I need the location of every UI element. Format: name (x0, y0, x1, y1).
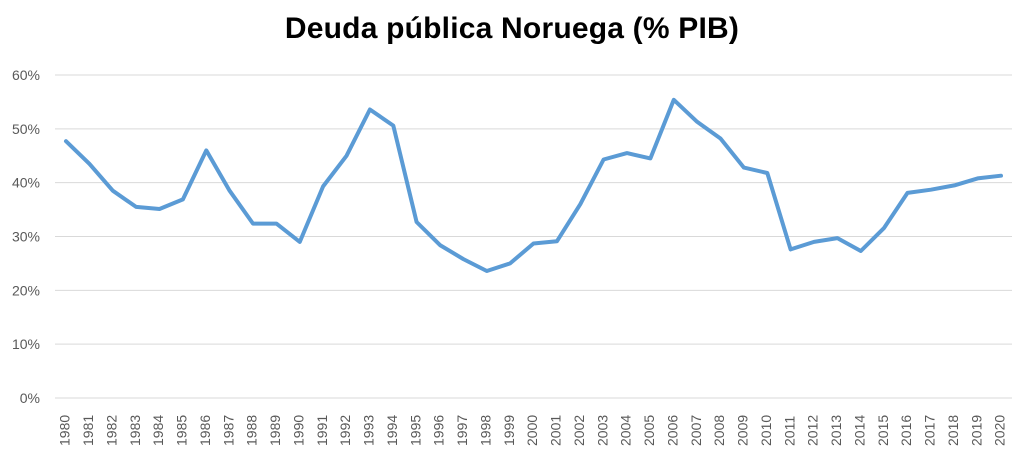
data-point (134, 205, 138, 209)
x-tick-label: 2001 (548, 415, 564, 446)
data-point (789, 247, 793, 251)
x-tick-label: 2008 (711, 415, 727, 446)
data-point (625, 151, 629, 155)
x-tick-label: 2004 (618, 415, 634, 446)
x-tick-label: 1991 (314, 415, 330, 446)
data-point (859, 249, 863, 253)
x-tick-label: 2011 (781, 416, 797, 446)
x-tick-label: 1987 (220, 415, 236, 446)
data-point (64, 139, 68, 143)
y-axis-tick-labels: 0% 10% 20% 30% 40% 50% 60% (12, 67, 40, 406)
x-tick-label: 2020 (992, 415, 1008, 446)
data-point (835, 236, 839, 240)
data-point (345, 154, 349, 158)
x-tick-label: 1992 (337, 415, 353, 446)
x-axis-tick-labels: 1980 1981 1982 1983 1984 1985 1986 1987 1988 1989… (57, 415, 1008, 446)
y-tick-label: 10% (12, 336, 40, 352)
data-point (251, 222, 255, 226)
x-tick-label: 2010 (758, 415, 774, 446)
x-tick-label: 1994 (384, 415, 400, 446)
data-point (602, 158, 606, 162)
x-tick-label: 2015 (875, 415, 891, 446)
x-tick-label: 2006 (664, 415, 680, 446)
data-point (532, 241, 536, 245)
data-point (952, 183, 956, 187)
data-point (695, 120, 699, 124)
data-point (485, 269, 489, 273)
data-point (228, 189, 232, 193)
x-tick-label: 2009 (735, 415, 751, 446)
x-tick-label: 1996 (431, 415, 447, 446)
x-tick-label: 2003 (594, 415, 610, 446)
y-tick-label: 40% (12, 175, 40, 191)
x-tick-label: 2002 (571, 415, 587, 446)
data-point (181, 197, 185, 201)
data-point (999, 174, 1003, 178)
data-point (578, 202, 582, 206)
data-point (158, 207, 162, 211)
x-tick-label: 2016 (898, 415, 914, 446)
data-point (812, 240, 816, 244)
data-point (906, 191, 910, 195)
x-tick-label: 1980 (57, 415, 73, 446)
data-point (742, 166, 746, 170)
gridlines (55, 74, 1012, 399)
x-tick-label: 1993 (361, 415, 377, 446)
data-point (461, 257, 465, 261)
x-tick-label: 2007 (688, 415, 704, 446)
data-point (765, 171, 769, 175)
y-tick-label: 50% (12, 121, 40, 137)
x-tick-label: 1985 (174, 415, 190, 446)
x-tick-label: 2017 (922, 415, 938, 446)
y-tick-label: 60% (12, 67, 40, 83)
data-point (438, 243, 442, 247)
x-tick-label: 1997 (454, 415, 470, 446)
x-tick-label: 1982 (103, 415, 119, 446)
x-tick-label: 2018 (945, 415, 961, 446)
x-tick-label: 1990 (290, 415, 306, 446)
x-tick-label: 1998 (477, 415, 493, 446)
data-point (976, 176, 980, 180)
x-tick-label: 1999 (501, 415, 517, 446)
data-point (555, 239, 559, 243)
y-tick-label: 0% (20, 390, 40, 406)
x-tick-label: 1986 (197, 415, 213, 446)
x-tick-label: 2019 (968, 415, 984, 446)
data-point (882, 226, 886, 230)
x-tick-label: 1983 (127, 415, 143, 446)
data-point (672, 98, 676, 102)
x-tick-label: 2014 (851, 415, 867, 446)
x-tick-label: 1989 (267, 415, 283, 446)
x-tick-label: 1981 (80, 415, 96, 446)
data-point (321, 184, 325, 188)
data-point (274, 222, 278, 226)
x-tick-label: 2005 (641, 415, 657, 446)
data-point (298, 240, 302, 244)
data-point (648, 156, 652, 160)
x-tick-label: 1995 (407, 415, 423, 446)
x-tick-label: 1984 (150, 415, 166, 446)
data-point (929, 188, 933, 192)
x-tick-label: 2013 (828, 415, 844, 446)
series-line (64, 97, 1003, 273)
x-tick-label: 2012 (805, 415, 821, 446)
data-point (368, 107, 372, 111)
data-point (111, 189, 115, 193)
data-point (415, 220, 419, 224)
x-tick-label: 2000 (524, 415, 540, 446)
data-point (391, 124, 395, 128)
data-point (508, 261, 512, 265)
y-tick-label: 30% (12, 229, 40, 245)
data-point (204, 148, 208, 152)
x-tick-label: 1988 (244, 415, 260, 446)
data-point (719, 137, 723, 141)
chart-title: Deuda pública Noruega (% PIB) (284, 12, 740, 45)
y-tick-label: 20% (12, 282, 40, 298)
data-point (87, 162, 91, 166)
series-points (64, 98, 1003, 273)
